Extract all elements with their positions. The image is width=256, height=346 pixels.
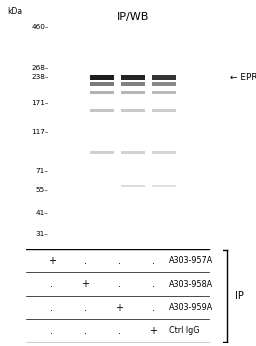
Bar bbox=[121, 75, 145, 80]
Text: A303-959A: A303-959A bbox=[169, 303, 214, 312]
Bar bbox=[121, 151, 145, 154]
Bar bbox=[121, 109, 145, 112]
Text: .: . bbox=[50, 279, 53, 289]
Text: .: . bbox=[84, 256, 87, 266]
Text: IP: IP bbox=[235, 291, 244, 301]
Text: +: + bbox=[150, 326, 157, 336]
Text: Ctrl IgG: Ctrl IgG bbox=[169, 326, 200, 335]
Bar bbox=[90, 151, 114, 154]
Text: .: . bbox=[50, 302, 53, 312]
Text: IP/WB: IP/WB bbox=[117, 12, 149, 22]
Text: .: . bbox=[152, 302, 155, 312]
Text: +: + bbox=[48, 256, 56, 266]
Bar bbox=[152, 82, 176, 86]
Text: .: . bbox=[152, 279, 155, 289]
Text: 460–: 460– bbox=[31, 24, 49, 30]
Bar bbox=[121, 185, 145, 187]
Bar bbox=[152, 185, 176, 187]
Text: .: . bbox=[152, 256, 155, 266]
Text: .: . bbox=[84, 326, 87, 336]
Text: .: . bbox=[118, 326, 121, 336]
Bar bbox=[90, 82, 114, 86]
Text: 171–: 171– bbox=[31, 100, 49, 106]
Text: .: . bbox=[118, 256, 121, 266]
Text: ← EPRS: ← EPRS bbox=[230, 73, 256, 82]
Bar bbox=[90, 109, 114, 112]
Text: +: + bbox=[115, 302, 123, 312]
Text: 31–: 31– bbox=[36, 231, 49, 237]
Text: A303-957A: A303-957A bbox=[169, 256, 214, 265]
Text: .: . bbox=[84, 302, 87, 312]
Text: .: . bbox=[118, 279, 121, 289]
Bar bbox=[152, 151, 176, 154]
Text: 117–: 117– bbox=[31, 129, 49, 135]
Bar bbox=[90, 75, 114, 80]
Bar bbox=[152, 109, 176, 112]
Bar bbox=[90, 91, 114, 94]
Text: 71–: 71– bbox=[36, 167, 49, 174]
Text: .: . bbox=[50, 326, 53, 336]
Text: 238–: 238– bbox=[31, 74, 49, 81]
Bar bbox=[121, 91, 145, 94]
Text: A303-958A: A303-958A bbox=[169, 280, 214, 289]
Text: 268–: 268– bbox=[31, 65, 49, 71]
Text: 41–: 41– bbox=[36, 210, 49, 216]
Text: +: + bbox=[81, 279, 90, 289]
Bar bbox=[121, 82, 145, 86]
Text: kDa: kDa bbox=[8, 7, 23, 16]
Text: 55–: 55– bbox=[36, 187, 49, 193]
Bar bbox=[152, 91, 176, 94]
Bar bbox=[152, 75, 176, 80]
